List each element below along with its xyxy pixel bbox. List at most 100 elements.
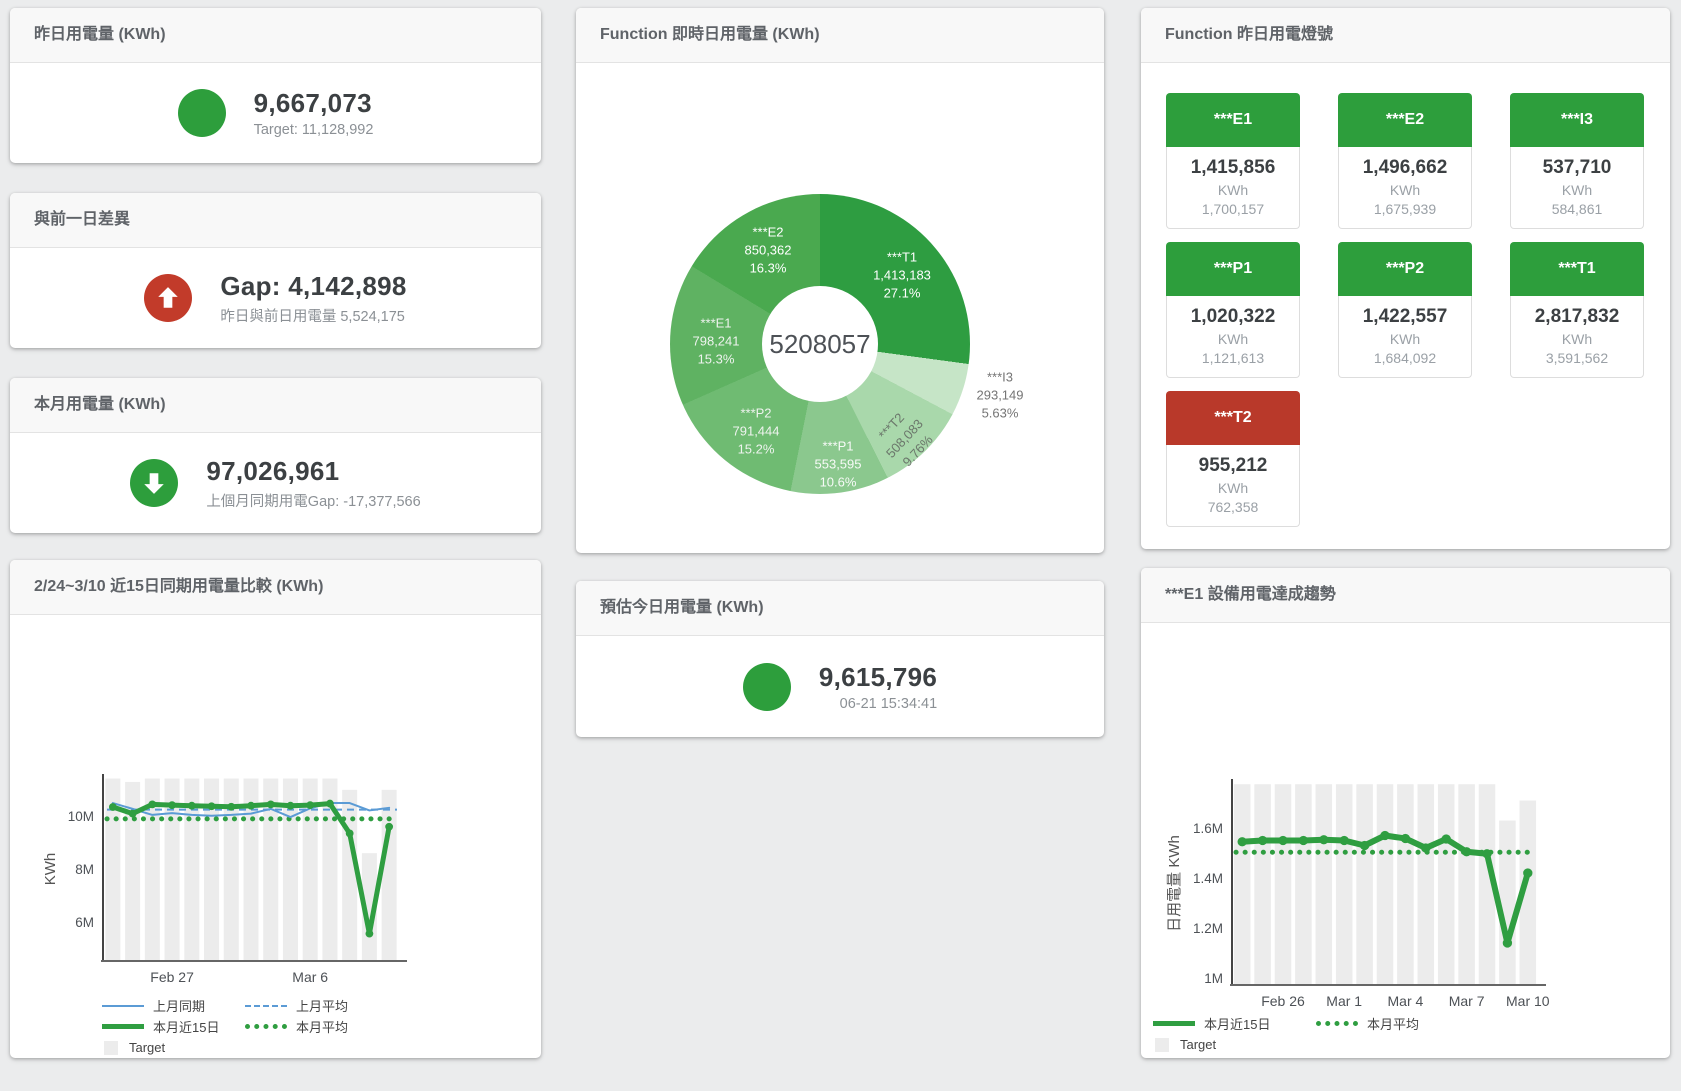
kpi-body: 97,026,961 上個月同期用電Gap: -17,377,566 [10, 433, 541, 533]
kpi-body: 9,615,796 06-21 15:34:41 [576, 636, 1104, 737]
legend-item-this-month[interactable]: 本月近15日 [1153, 1014, 1316, 1033]
svg-text:Mar 1: Mar 1 [1326, 993, 1362, 1009]
compare15-chart-plot[interactable]: 6M 8M 10M Feb 27 Mar 6 KWh [10, 615, 541, 993]
tile-label: ***T1 [1510, 242, 1644, 296]
card-e1-trend: ***E1 設備用電達成趨勢 1M 1.2M 1.4M 1.6M Feb 26 Mar 1… [1141, 568, 1670, 1058]
svg-text:Feb 27: Feb 27 [150, 969, 194, 985]
card-compare-chart: 2/24~3/10 近15日同期用電量比較 (KWh) 6M 8M 10M Feb 2… [10, 560, 541, 1058]
card-title: 本月用電量 (KWh) [10, 378, 541, 433]
donut-slice-label: ***P2 791,444 15.2% [732, 405, 780, 458]
card-yesterday-usage: 昨日用電量 (KWh) 9,667,073 Target: 11,128,992 [10, 8, 541, 163]
status-circle-icon [742, 662, 791, 711]
legend-item-last-month[interactable]: 上月同期 [102, 996, 245, 1015]
tile-value: 1,020,322 [1190, 306, 1276, 327]
card-realtime-donut: Function 即時日用電量 (KWh) 5208057 ***T1 1,413… [576, 8, 1104, 553]
tile-unit: KWh [1217, 182, 1249, 198]
card-title: 2/24~3/10 近15日同期用電量比較 (KWh) [10, 560, 541, 615]
light-tile-e2[interactable]: ***E2 1,496,662 KWh 1,675,939 [1338, 93, 1472, 229]
light-tile-i3[interactable]: ***I3 537,710 KWh 584,861 [1510, 93, 1644, 229]
donut-center-total: 5208057 [762, 286, 878, 402]
card-title: ***E1 設備用電達成趨勢 [1141, 568, 1670, 623]
tile-target: 1,700,157 [1201, 201, 1265, 217]
tile-target: 1,121,613 [1201, 350, 1265, 366]
donut-slice-label: ***P1 553,595 10.6% [814, 438, 862, 491]
legend-item-target[interactable]: Target [1153, 1037, 1316, 1052]
tile-unit: KWh [1561, 331, 1593, 347]
svg-text:日用電量 KWh: 日用電量 KWh [1166, 835, 1183, 932]
tile-label: ***P1 [1166, 242, 1300, 296]
svg-text:8M: 8M [75, 862, 94, 877]
kpi-value: 97,026,961 [206, 455, 340, 486]
green-dot-swatch-icon [1316, 1021, 1358, 1026]
card-day-gap: 與前一日差異 Gap: 4,142,898 昨日與前日用電量 5,524,175 [10, 193, 541, 348]
blue-line-swatch-icon [102, 1004, 144, 1007]
tile-target: 1,675,939 [1373, 201, 1437, 217]
e1-trend-chart-plot[interactable]: 1M 1.2M 1.4M 1.6M Feb 26 Mar 1 Mar 4 Mar 7 Mar 1… [1141, 623, 1670, 1011]
legend-item-target[interactable]: Target [102, 1040, 245, 1055]
tile-unit: KWh [1389, 182, 1421, 198]
tile-label: ***E1 [1166, 93, 1300, 147]
donut-slice-label: ***E2 850,362 16.3% [744, 224, 792, 277]
svg-text:1.4M: 1.4M [1193, 871, 1223, 886]
tile-unit: KWh [1561, 182, 1593, 198]
svg-text:Feb 26: Feb 26 [1261, 993, 1305, 1009]
tile-value: 1,415,856 [1190, 157, 1276, 178]
light-tile-p2[interactable]: ***P2 1,422,557 KWh 1,684,092 [1338, 242, 1472, 378]
kpi-body: Gap: 4,142,898 昨日與前日用電量 5,524,175 [10, 248, 541, 348]
light-tile-t2[interactable]: ***T2 955,212 KWh 762,358 [1166, 391, 1300, 527]
svg-text:Mar 7: Mar 7 [1449, 993, 1485, 1009]
tile-label: ***I3 [1510, 93, 1644, 147]
kpi-subtitle: 昨日與前日用電量 5,524,175 [220, 308, 405, 325]
card-title: 與前一日差異 [10, 193, 541, 248]
tile-unit: KWh [1389, 331, 1421, 347]
tile-value: 537,710 [1542, 157, 1612, 178]
tile-target: 762,358 [1207, 499, 1259, 515]
svg-text:1M: 1M [1204, 971, 1223, 986]
tile-target: 584,861 [1551, 201, 1603, 217]
tile-unit: KWh [1217, 480, 1249, 496]
tile-label: ***E2 [1338, 93, 1472, 147]
lights-grid: ***E1 1,415,856 KWh 1,700,157 ***E2 1,496,… [1141, 63, 1670, 527]
tile-value: 1,496,662 [1362, 157, 1448, 178]
arrow-down-icon [130, 459, 179, 507]
svg-text:10M: 10M [68, 809, 94, 824]
card-title: 預估今日用電量 (KWh) [576, 581, 1104, 636]
tile-target: 3,591,562 [1545, 350, 1609, 366]
svg-text:1.2M: 1.2M [1193, 921, 1223, 936]
kpi-value: 9,615,796 [818, 661, 938, 692]
gray-square-swatch-icon [104, 1040, 118, 1055]
card-title: Function 即時日用電量 (KWh) [576, 8, 1104, 63]
tile-label: ***P2 [1338, 242, 1472, 296]
compare15-legend: 上月同期 上月平均 本月近15日 本月平均 Target [102, 995, 541, 1058]
green-dot-swatch-icon [245, 1024, 287, 1029]
donut-slice-label: ***T1 1,413,183 27.1% [873, 249, 931, 302]
tile-label: ***T2 [1166, 391, 1300, 445]
legend-item-this-month-avg[interactable]: 本月平均 [1316, 1014, 1479, 1033]
kpi-value: Gap: 4,142,898 [220, 270, 407, 301]
light-tile-p1[interactable]: ***P1 1,020,322 KWh 1,121,613 [1166, 242, 1300, 378]
tile-unit: KWh [1217, 331, 1249, 347]
green-line-swatch-icon [1153, 1021, 1195, 1026]
tile-value: 955,212 [1198, 455, 1268, 476]
svg-text:Mar 6: Mar 6 [292, 969, 328, 985]
kpi-subtitle: 上個月同期用電Gap: -17,377,566 [206, 493, 421, 510]
tile-value: 1,422,557 [1362, 306, 1448, 327]
light-tile-e1[interactable]: ***E1 1,415,856 KWh 1,700,157 [1166, 93, 1300, 229]
status-circle-icon [177, 89, 226, 137]
donut-slice-label: ***E1 798,241 15.3% [692, 315, 740, 368]
green-line-swatch-icon [102, 1024, 144, 1029]
tile-target: 1,684,092 [1373, 350, 1437, 366]
arrow-up-icon [144, 274, 193, 322]
legend-item-this-month-avg[interactable]: 本月平均 [245, 1017, 388, 1036]
light-tile-t1[interactable]: ***T1 2,817,832 KWh 3,591,562 [1510, 242, 1644, 378]
svg-text:KWh: KWh [42, 853, 59, 886]
legend-item-last-month-avg[interactable]: 上月平均 [245, 996, 388, 1015]
card-today-estimate: 預估今日用電量 (KWh) 9,615,796 06-21 15:34:41 [576, 581, 1104, 737]
legend-item-this-month[interactable]: 本月近15日 [102, 1017, 245, 1036]
kpi-value: 9,667,073 [253, 88, 372, 118]
card-title: Function 昨日用電燈號 [1141, 8, 1670, 63]
donut-chart[interactable]: 5208057 ***T1 1,413,183 27.1% ***I3 293,149 5… [576, 63, 1104, 554]
svg-text:6M: 6M [75, 915, 94, 930]
svg-text:Mar 10: Mar 10 [1506, 993, 1550, 1009]
